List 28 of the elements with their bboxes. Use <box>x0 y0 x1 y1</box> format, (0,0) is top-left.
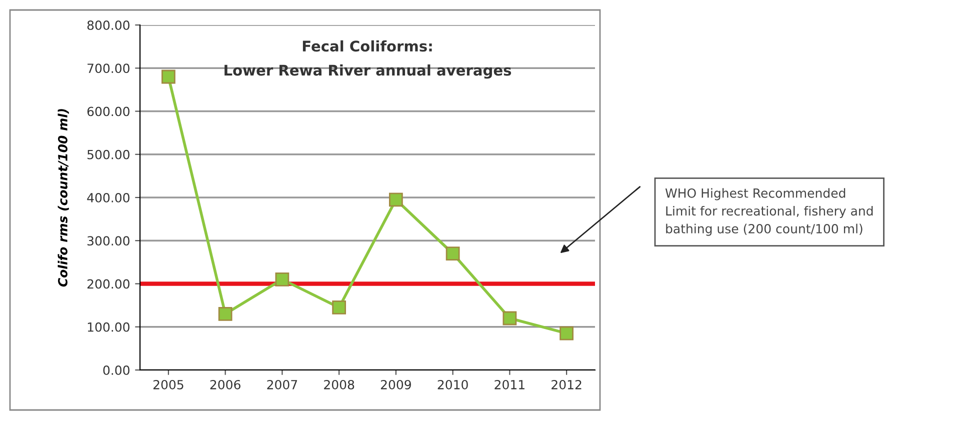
y-axis-title: Colifo rms (count/100 ml) <box>58 109 69 287</box>
point <box>502 311 517 326</box>
point <box>332 300 346 314</box>
y-tick-label: 200.00 <box>87 279 130 289</box>
text: WHO Highest Recommended Limit for recreational, fishery and bathing use (200 count/100 ml) <box>665 188 873 236</box>
x-tick-label: 2007 <box>267 380 298 390</box>
x-tick-label: 2005 <box>153 380 184 390</box>
x-tick-label: 2012 <box>552 380 582 390</box>
text: Fecal Coliforms: Lower Rewa River annual averages <box>224 40 512 79</box>
x-tick-label: 2011 <box>494 380 524 390</box>
y-tick-label: 700.00 <box>88 64 130 74</box>
point <box>560 326 574 340</box>
point <box>161 70 176 84</box>
x-tick-label: 2009 <box>380 380 411 390</box>
point <box>218 306 232 321</box>
point <box>275 272 290 286</box>
y-tick-label: 100.00 <box>88 322 130 332</box>
y-tick-label: 300.00 <box>87 236 130 246</box>
y-tick-label: 0.00 <box>103 365 130 375</box>
x-tick-label: 2006 <box>210 380 240 390</box>
y-tick-label: 400.00 <box>87 192 130 202</box>
y-tick-label: 600.00 <box>87 106 130 116</box>
x-tick-label: 2008 <box>324 380 354 390</box>
y-tick-label: 500.00 <box>88 150 130 160</box>
point <box>388 192 403 207</box>
x-tick-label: 2010 <box>438 380 468 390</box>
point <box>446 246 460 261</box>
y-tick-label: 800.00 <box>87 20 130 30</box>
